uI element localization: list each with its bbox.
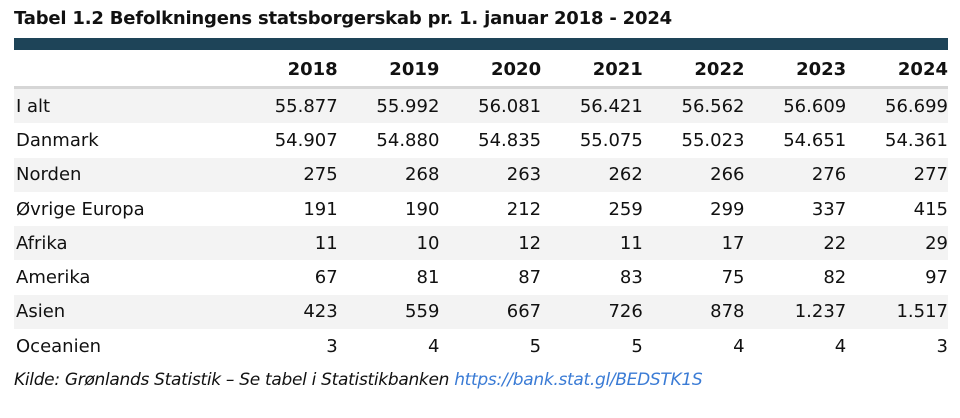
cell-value: 415 bbox=[913, 198, 948, 220]
table-row: Øvrige Europa 191 190 212 259 299 337 415 bbox=[14, 192, 948, 226]
cell-value: 3 bbox=[936, 335, 948, 357]
cell-value: 667 bbox=[506, 301, 542, 323]
cell-value: 4 bbox=[427, 335, 440, 357]
cell-value: 259 bbox=[608, 198, 643, 220]
table-row: Asien 423 559 667 726 878 1.237 1.517 bbox=[14, 294, 948, 330]
cell-value: 276 bbox=[811, 164, 847, 186]
table-row: Amerika 67 81 87 83 75 82 97 bbox=[14, 260, 948, 294]
cell-value: 55.877 bbox=[274, 95, 338, 117]
source-text: Kilde: Grønlands Statistik – Se tabel i … bbox=[14, 370, 455, 390]
citizenship-table: 2018 2019 2020 2021 2022 2023 2024 I alt 55.877… bbox=[14, 52, 948, 363]
cell-value: 263 bbox=[506, 164, 542, 186]
cell-value: 55.075 bbox=[579, 129, 643, 151]
cell-value: 54.835 bbox=[478, 129, 542, 151]
cell-value: 56.562 bbox=[681, 95, 745, 117]
column-header-2020: 2020 bbox=[439, 52, 542, 89]
cell-value: 54.907 bbox=[274, 129, 338, 151]
cell-value: 190 bbox=[405, 198, 440, 220]
cell-value: 878 bbox=[710, 301, 745, 323]
cell-value: 275 bbox=[303, 164, 338, 186]
cell-value: 10 bbox=[416, 232, 440, 254]
cell-value: 423 bbox=[303, 301, 338, 323]
cell-value: 266 bbox=[710, 164, 745, 186]
column-header-2019: 2019 bbox=[337, 52, 440, 89]
cell-value: 559 bbox=[405, 301, 440, 323]
table-row: Norden 275 268 263 262 266 276 277 bbox=[14, 157, 948, 192]
cell-value: 75 bbox=[721, 267, 745, 289]
table-row: I alt 55.877 55.992 56.081 56.421 56.562 56.60… bbox=[14, 87, 948, 124]
cell-value: 191 bbox=[303, 198, 338, 220]
cell-value: 55.023 bbox=[681, 129, 745, 151]
table-title: Tabel 1.2 Befolkningens statsborgerskab … bbox=[14, 8, 672, 29]
cell-value: 299 bbox=[710, 198, 745, 220]
cell-value: 56.699 bbox=[885, 95, 948, 117]
cell-value: 212 bbox=[506, 198, 542, 220]
row-label: Norden bbox=[16, 164, 82, 186]
cell-value: 3 bbox=[326, 335, 338, 357]
cell-value: 17 bbox=[721, 232, 745, 254]
cell-value: 5 bbox=[529, 335, 542, 357]
cell-value: 1.237 bbox=[794, 301, 847, 323]
cell-value: 97 bbox=[925, 267, 948, 289]
column-header-blank bbox=[14, 52, 236, 89]
cell-value: 11 bbox=[314, 232, 338, 254]
row-label: Øvrige Europa bbox=[16, 198, 145, 220]
table-row: Afrika 11 10 12 11 17 22 29 bbox=[14, 226, 948, 261]
cell-value: 56.081 bbox=[478, 95, 542, 117]
cell-value: 4 bbox=[834, 335, 847, 357]
header-row: 2018 2019 2020 2021 2022 2023 2024 bbox=[14, 52, 948, 89]
cell-value: 54.880 bbox=[376, 129, 440, 151]
cell-value: 726 bbox=[608, 301, 643, 323]
cell-value: 87 bbox=[518, 267, 542, 289]
cell-value: 5 bbox=[631, 335, 643, 357]
cell-value: 11 bbox=[619, 232, 643, 254]
cell-value: 12 bbox=[518, 232, 542, 254]
row-label: Amerika bbox=[16, 267, 91, 289]
column-header-2018: 2018 bbox=[236, 52, 338, 89]
table-row: Oceanien 3 4 5 5 4 4 3 bbox=[14, 329, 948, 363]
column-header-2021: 2021 bbox=[541, 52, 643, 89]
cell-value: 4 bbox=[733, 335, 745, 357]
row-label: Asien bbox=[16, 301, 66, 323]
cell-value: 83 bbox=[619, 267, 643, 289]
cell-value: 1.517 bbox=[896, 301, 948, 323]
cell-value: 81 bbox=[416, 267, 440, 289]
column-header-2024: 2024 bbox=[846, 52, 948, 89]
column-header-2023: 2023 bbox=[744, 52, 847, 89]
cell-value: 56.421 bbox=[579, 95, 643, 117]
cell-value: 262 bbox=[608, 164, 643, 186]
cell-value: 67 bbox=[314, 267, 338, 289]
statistikbanken-link[interactable]: https://bank.stat.gl/BEDSTK1S bbox=[454, 370, 703, 390]
cell-value: 22 bbox=[823, 232, 847, 254]
cell-value: 56.609 bbox=[783, 95, 847, 117]
table-row: Danmark 54.907 54.880 54.835 55.075 55.023 54.… bbox=[14, 123, 948, 157]
row-label: Afrika bbox=[16, 232, 68, 254]
cell-value: 337 bbox=[811, 198, 847, 220]
row-label: Danmark bbox=[16, 129, 99, 151]
row-label: I alt bbox=[16, 95, 51, 117]
cell-value: 277 bbox=[913, 164, 948, 186]
cell-value: 55.992 bbox=[376, 95, 440, 117]
row-label: Oceanien bbox=[16, 335, 102, 357]
cell-value: 29 bbox=[925, 232, 948, 254]
cell-value: 54.361 bbox=[885, 129, 948, 151]
column-header-2022: 2022 bbox=[642, 52, 745, 89]
cell-value: 268 bbox=[405, 164, 440, 186]
footnote: Kilde: Grønlands Statistik – Se tabel i … bbox=[14, 370, 703, 390]
header-bar bbox=[14, 38, 948, 50]
cell-value: 54.651 bbox=[783, 129, 847, 151]
cell-value: 82 bbox=[823, 267, 847, 289]
